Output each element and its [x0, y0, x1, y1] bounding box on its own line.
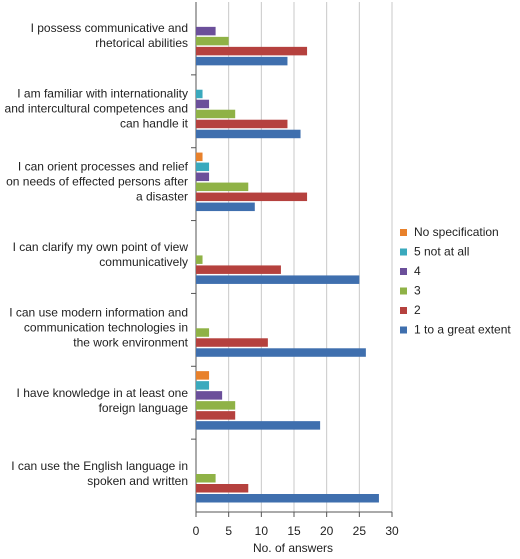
legend-swatch: [400, 268, 407, 275]
bar: [196, 474, 216, 483]
legend-label: No specification: [414, 225, 499, 239]
bar: [196, 152, 203, 162]
bar: [196, 162, 210, 172]
bar: [196, 36, 229, 46]
bar: [196, 99, 210, 109]
bar: [196, 26, 216, 36]
x-tick-label: 20: [320, 524, 334, 538]
bar: [196, 46, 308, 56]
y-tick-label: I have knowledge in at least one foreign…: [16, 385, 188, 415]
legend-label: 1 to a great extent: [414, 323, 511, 337]
bar: [196, 202, 255, 212]
bar: [196, 275, 360, 284]
x-tick-label: 10: [255, 524, 269, 538]
legend-swatch: [400, 307, 407, 314]
y-tick-label: I can clarify my own point of view commu…: [12, 240, 188, 269]
bar: [196, 89, 203, 99]
legend-label: 2: [414, 303, 421, 317]
bar: [196, 265, 281, 274]
legend-label: 4: [414, 264, 421, 278]
y-tick-label: I can use modern information and communi…: [9, 305, 188, 350]
bar: [196, 119, 288, 129]
bar: [196, 371, 210, 380]
legend-swatch: [400, 287, 407, 295]
bar: [196, 381, 210, 390]
x-tick-label: 30: [385, 524, 399, 538]
bar: [196, 494, 379, 503]
bar: [196, 182, 249, 192]
bar: [196, 391, 223, 400]
bar: [196, 338, 268, 347]
y-tick-label: I possess communicative and rhetorical a…: [30, 21, 188, 51]
x-tick-label: 0: [193, 524, 200, 538]
y-tick-label: I can use the English language in spoken…: [11, 458, 188, 488]
legend-swatch: [400, 248, 407, 256]
y-tick-label: I can orient processes and relief on nee…: [6, 159, 188, 204]
bar: [196, 172, 210, 182]
y-tick-label: I am familiar with internationality and …: [4, 86, 188, 131]
bar: [196, 411, 236, 420]
bar: [196, 255, 203, 264]
bar: [196, 129, 301, 139]
legend-swatch: [400, 326, 407, 334]
legend-label: 5 not at all: [414, 245, 469, 259]
legend-swatch: [400, 229, 407, 236]
bar: [196, 484, 249, 493]
bar: [196, 421, 321, 430]
x-tick-label: 15: [287, 524, 301, 538]
bar: [196, 192, 308, 202]
bar: [196, 109, 236, 119]
x-tick-label: 25: [353, 524, 367, 538]
legend-label: 3: [414, 284, 421, 298]
bar: [196, 401, 236, 410]
bar: [196, 56, 288, 66]
bar: [196, 348, 366, 357]
x-axis-label: No. of answers: [253, 541, 333, 555]
bar: [196, 328, 210, 337]
x-tick-label: 5: [225, 524, 232, 538]
